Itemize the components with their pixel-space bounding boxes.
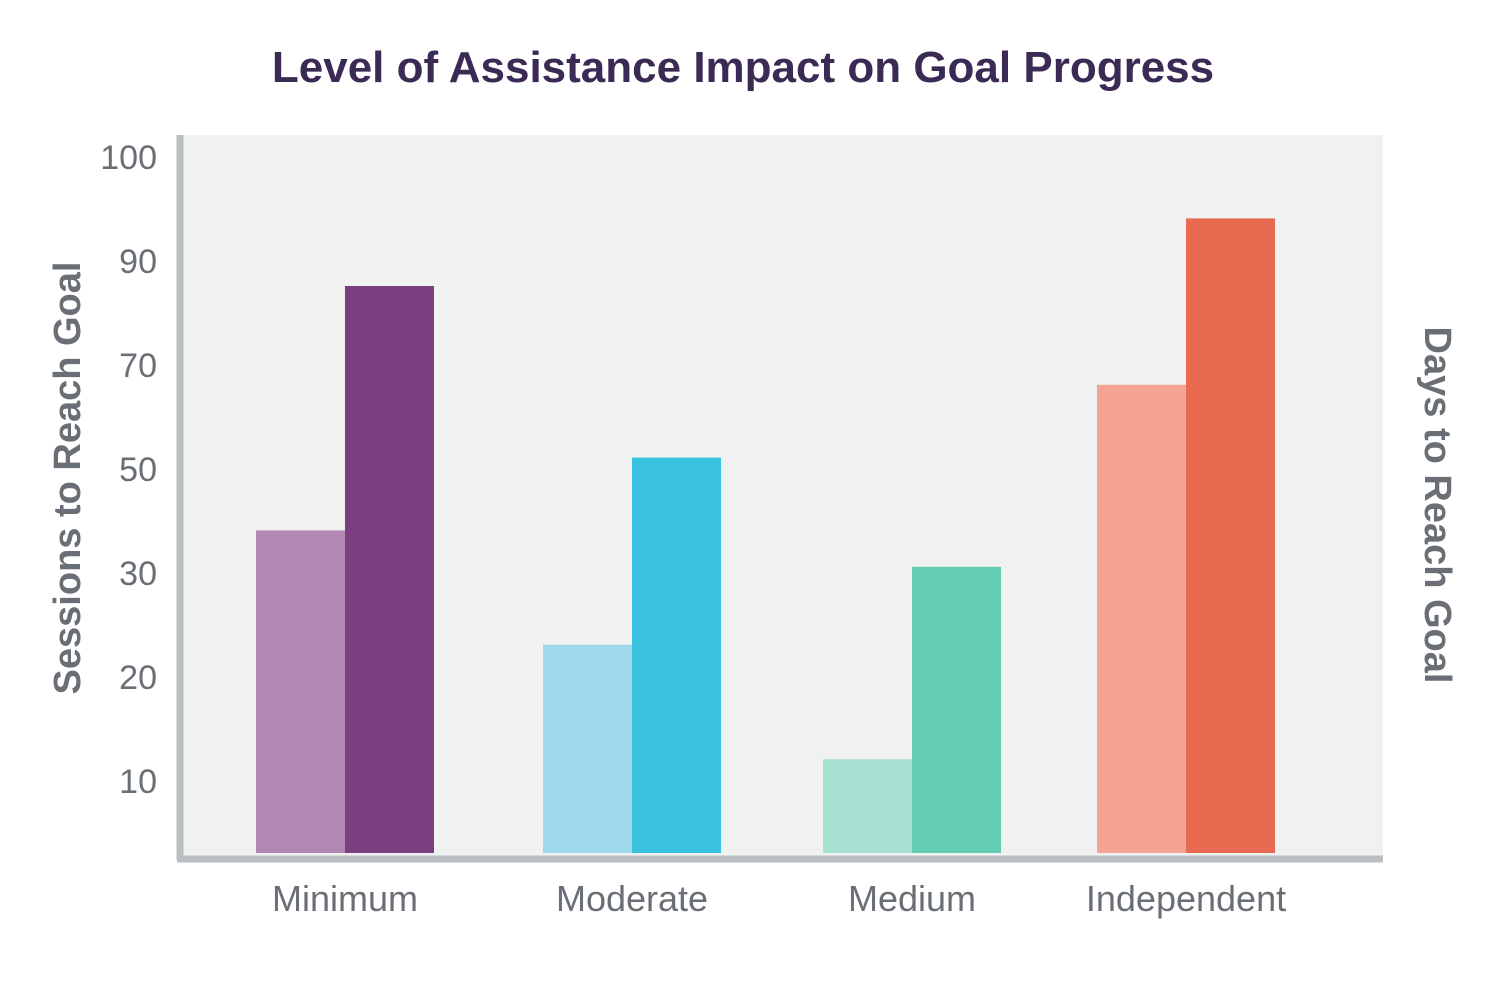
bar-medium-dark	[912, 566, 1001, 853]
y-tick-label: 50	[119, 451, 157, 489]
y-tick-labels: 100 90 70 50 30 20 10	[100, 139, 157, 801]
bar-independent-dark	[1186, 218, 1275, 853]
bars-layer	[256, 218, 1275, 853]
y-axis-title: Sessions to Reach Goal	[47, 262, 89, 695]
x-tick-labels: Minimum Moderate Medium Independent	[272, 878, 1286, 919]
x-tick-label-medium: Medium	[848, 878, 976, 919]
x-tick-label-minimum: Minimum	[272, 878, 418, 919]
chart-title: Level of Assistance Impact on Goal Progr…	[272, 43, 1214, 92]
bar-minimum-dark	[345, 286, 434, 853]
y-tick-label: 20	[119, 659, 157, 697]
bar-medium-light	[823, 759, 913, 853]
bar-independent-light	[1097, 384, 1187, 853]
bar-minimum-light	[256, 530, 346, 853]
y-tick-label: 90	[119, 243, 157, 281]
y-tick-label: 70	[119, 347, 157, 385]
bar-moderate-light	[543, 644, 633, 853]
y-axis-title-right: Days to Reach Goal	[1416, 327, 1458, 684]
bar-moderate-dark	[632, 457, 721, 853]
y-tick-label: 10	[119, 763, 157, 801]
y-tick-label: 100	[100, 139, 157, 177]
x-tick-label-moderate: Moderate	[556, 878, 708, 919]
x-tick-label-independent: Independent	[1086, 878, 1286, 919]
y-tick-label: 30	[119, 555, 157, 593]
